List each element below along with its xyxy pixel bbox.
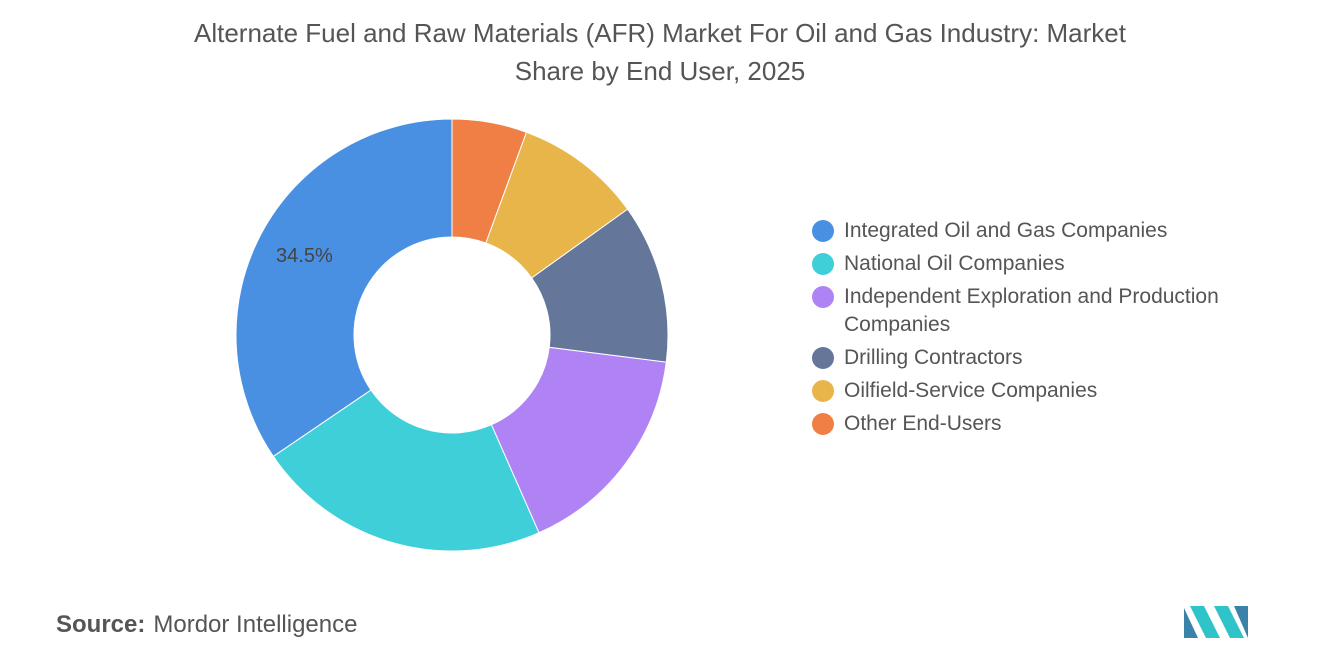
legend-label: Drilling Contractors xyxy=(844,346,1023,369)
legend-swatch xyxy=(812,253,834,275)
legend-label: Oilfield-Service Companies xyxy=(844,379,1098,402)
pie-slice xyxy=(235,118,453,458)
legend-swatch xyxy=(812,220,834,242)
legend-label: Integrated Oil and Gas Companies xyxy=(844,219,1168,242)
chart-title: Alternate Fuel and Raw Materials (AFR) M… xyxy=(194,18,1126,86)
source-name: Mordor Intelligence xyxy=(153,611,358,638)
pie-slice xyxy=(451,118,528,244)
logo xyxy=(1184,606,1248,638)
legend: Integrated Oil and Gas Companies National… xyxy=(812,217,1282,443)
source-label: Source: xyxy=(56,611,146,638)
legend-item: Integrated Oil and Gas Companies xyxy=(812,217,1282,245)
pie-slice xyxy=(530,208,669,363)
pie-slice xyxy=(272,389,540,552)
data-label: 34.5% xyxy=(276,245,333,267)
legend-label: Independent Exploration and Production C… xyxy=(844,285,1219,336)
legend-item: Independent Exploration and Production C… xyxy=(812,283,1282,339)
legend-item: National Oil Companies xyxy=(812,250,1282,278)
source: Source: Mordor Intelligence xyxy=(56,611,357,639)
pie-slice xyxy=(490,346,667,534)
legend-swatch xyxy=(812,286,834,308)
legend-item: Other End-Users xyxy=(812,410,1282,438)
legend-swatch xyxy=(812,347,834,369)
legend-swatch xyxy=(812,413,834,435)
legend-label: Other End-Users xyxy=(844,412,1002,435)
chart: 34.5% xyxy=(235,118,669,552)
legend-label: National Oil Companies xyxy=(844,252,1065,275)
legend-item: Drilling Contractors xyxy=(812,344,1282,372)
legend-item: Oilfield-Service Companies xyxy=(812,377,1282,405)
legend-swatch xyxy=(812,380,834,402)
